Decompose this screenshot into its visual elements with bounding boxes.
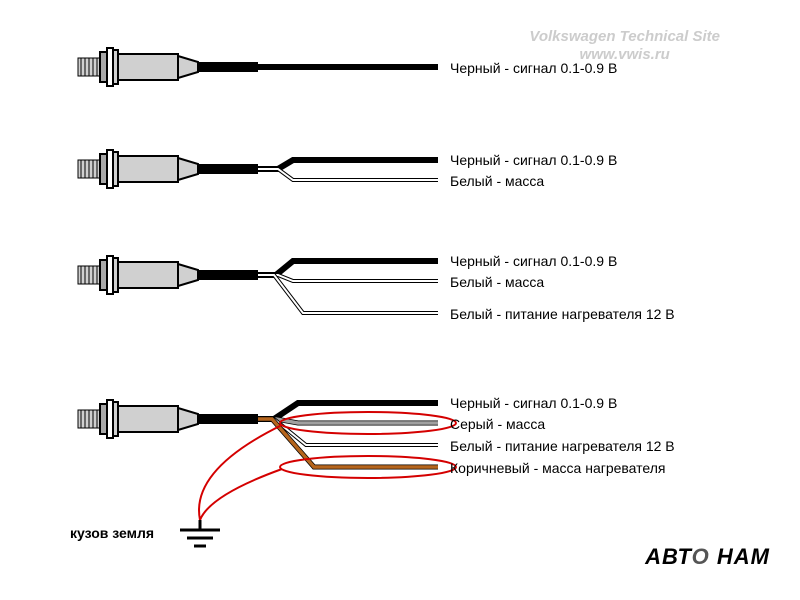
sensor-row-1: [78, 48, 438, 86]
label-r3-black: Черный - сигнал 0.1-0.9 В: [450, 253, 617, 269]
ground-symbol: [180, 520, 220, 546]
label-r4-grey: Серый - масса: [450, 416, 545, 432]
label-r2-white: Белый - масса: [450, 173, 544, 189]
label-r4-black: Черный - сигнал 0.1-0.9 В: [450, 395, 617, 411]
sensor-row-2: [78, 150, 438, 188]
logo-part2: НАМ: [710, 544, 770, 569]
logo-part1: АВТ: [645, 544, 692, 569]
label-r3-white2: Белый - питание нагревателя 12 В: [450, 306, 675, 322]
label-r2-black: Черный - сигнал 0.1-0.9 В: [450, 152, 617, 168]
label-r1-black: Черный - сигнал 0.1-0.9 В: [450, 60, 617, 76]
sensor-row-3: [78, 256, 438, 313]
logo-accent: О: [692, 544, 710, 569]
label-r4-white: Белый - питание нагревателя 12 В: [450, 438, 675, 454]
label-r4-brown: Коричневый - масса нагревателя: [450, 460, 666, 476]
wiring-diagram: [0, 0, 800, 600]
logo: АВТО НАМ: [645, 544, 770, 570]
ground-label: кузов земля: [70, 525, 154, 541]
label-r3-white1: Белый - масса: [450, 274, 544, 290]
